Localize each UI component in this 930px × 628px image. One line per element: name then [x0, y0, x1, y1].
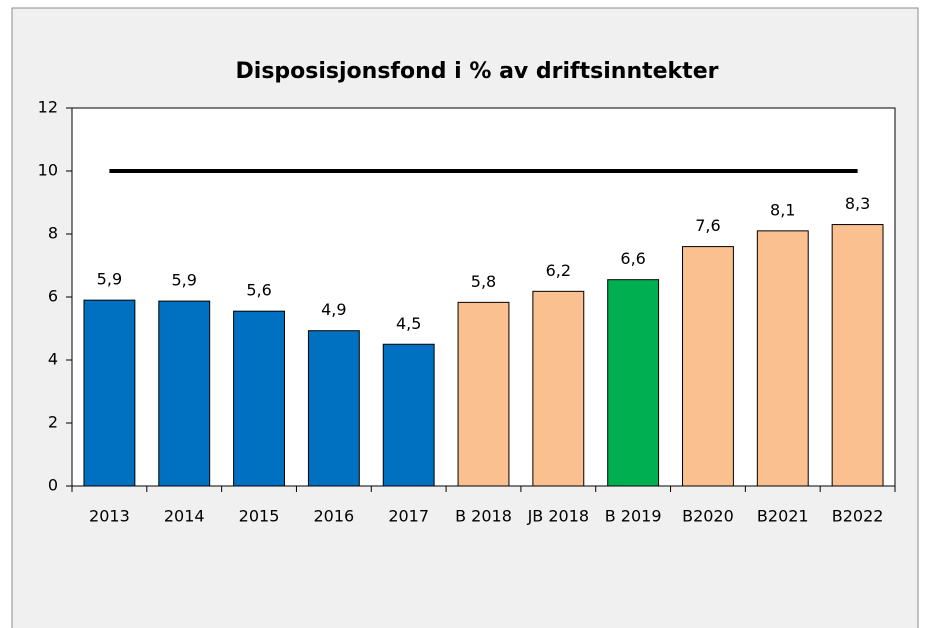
bar — [457, 301, 510, 487]
y-tick-label: 2 — [48, 413, 58, 432]
x-tick-label: B2022 — [832, 507, 884, 526]
bar — [158, 300, 211, 487]
data-label: 4,5 — [396, 314, 421, 333]
x-tick-label: 2014 — [164, 507, 205, 526]
x-tick-label: 2013 — [89, 507, 130, 526]
data-label: 5,9 — [97, 270, 122, 289]
data-label: 5,9 — [172, 271, 197, 290]
bar — [382, 343, 435, 487]
y-tick-label: 6 — [48, 287, 58, 306]
y-tick-label: 0 — [48, 476, 58, 495]
x-tick-label: B 2019 — [605, 507, 662, 526]
x-tick-label: B2020 — [682, 507, 734, 526]
x-tick-label: B2021 — [757, 507, 809, 526]
x-tick-label: JB 2018 — [527, 507, 590, 526]
data-label: 5,8 — [471, 272, 496, 291]
y-tick-label: 10 — [38, 161, 58, 180]
x-tick-label: 2016 — [314, 507, 355, 526]
bar — [83, 299, 136, 487]
data-label: 4,9 — [321, 300, 346, 319]
bar — [756, 230, 809, 487]
x-tick-label: B 2018 — [455, 507, 512, 526]
data-label: 6,2 — [546, 261, 571, 280]
bar — [607, 279, 660, 487]
data-label: 6,6 — [620, 249, 645, 268]
x-tick-label: 2017 — [388, 507, 429, 526]
y-tick-label: 8 — [48, 224, 58, 243]
x-tick-label: 2015 — [239, 507, 280, 526]
bar — [233, 310, 285, 487]
bar — [831, 224, 884, 487]
data-label: 8,1 — [770, 200, 795, 219]
data-label: 5,6 — [246, 281, 271, 300]
y-tick-label: 4 — [48, 350, 58, 369]
bar — [307, 330, 360, 487]
y-tick-label: 12 — [38, 98, 58, 117]
chart-title: Disposisjonsfond i % av driftsinntekter — [236, 59, 719, 84]
bar — [682, 246, 734, 487]
data-label: 7,6 — [695, 216, 720, 235]
bar — [532, 290, 585, 487]
data-label: 8,3 — [845, 194, 870, 213]
